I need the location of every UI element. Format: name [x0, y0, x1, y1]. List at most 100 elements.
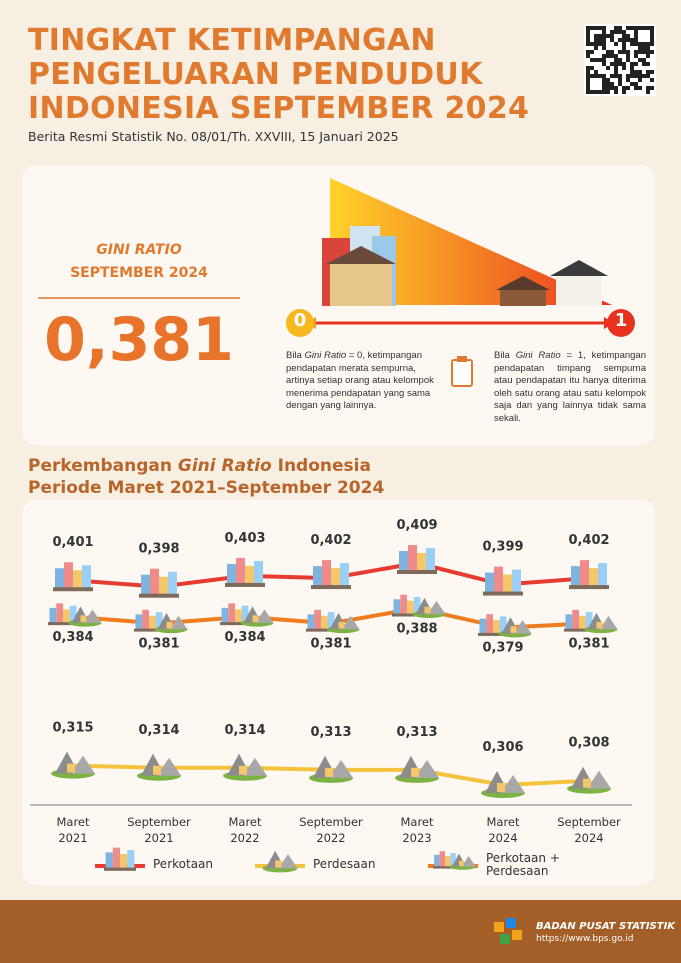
qr-cell: [642, 62, 646, 66]
house: [275, 860, 282, 868]
value-label: 0,402: [310, 533, 351, 548]
x-tick-label: Maret: [56, 815, 90, 829]
building: [150, 568, 159, 595]
qr-cell: [626, 74, 630, 78]
building: [63, 609, 70, 623]
building: [313, 566, 322, 587]
building: [579, 615, 586, 630]
x-tick-label: 2021: [144, 831, 173, 845]
building: [417, 553, 426, 571]
qr-cell: [638, 78, 642, 82]
building: [245, 565, 254, 584]
ground: [397, 570, 437, 574]
ground: [306, 628, 336, 632]
qr-cell: [626, 26, 630, 30]
point-icon: [48, 603, 102, 627]
qr-cell: [594, 26, 598, 30]
mountain: [341, 615, 360, 630]
qr-cell: [598, 34, 602, 38]
qr-cell: [614, 30, 618, 34]
qr-cell: [626, 54, 630, 58]
value-label: 0,384: [52, 630, 93, 645]
city: [134, 609, 164, 632]
house: [497, 783, 505, 792]
qr-cell: [610, 54, 614, 58]
building: [235, 609, 242, 623]
building: [254, 560, 263, 584]
qr-cell: [618, 74, 622, 78]
qr-cell: [634, 34, 638, 38]
qr-cell: [630, 66, 634, 70]
building: [55, 568, 64, 589]
scale-max-circle: [607, 309, 635, 337]
mountain: [243, 757, 267, 776]
building: [322, 560, 331, 587]
qr-cell: [598, 74, 602, 78]
qr-cell: [638, 86, 642, 90]
x-tick-label: 2024: [574, 831, 603, 845]
building: [434, 854, 440, 867]
gini-value: 0,381: [44, 305, 234, 375]
building: [512, 569, 521, 593]
bps-logo: [494, 918, 522, 944]
house: [325, 767, 333, 777]
building: [413, 597, 421, 615]
x-tick-label: September: [127, 815, 191, 829]
scale-max: 1: [614, 310, 628, 331]
building: [580, 560, 589, 587]
x-tick-label: 2023: [402, 831, 431, 845]
house: [424, 606, 431, 614]
qr-cell: [650, 26, 654, 30]
qr-cell: [622, 34, 626, 38]
qr-cell: [650, 50, 654, 54]
house: [239, 765, 247, 775]
qr-cell: [614, 74, 618, 78]
building: [571, 566, 580, 587]
value-label: 0,402: [568, 533, 609, 548]
building: [340, 563, 349, 587]
qr-cell: [614, 86, 618, 90]
qr-cell: [602, 54, 606, 58]
value-label: 0,379: [482, 641, 523, 656]
qr-cell: [586, 82, 590, 86]
value-label: 0,306: [482, 740, 523, 755]
qr-cell: [602, 82, 606, 86]
x-tick-label: 2021: [58, 831, 87, 845]
qr-cell: [594, 38, 598, 42]
scale-min-circle: [286, 309, 314, 337]
qr-cell: [610, 30, 614, 34]
qr-cell: [594, 42, 598, 46]
qr-cell: [602, 26, 606, 30]
ground: [134, 628, 164, 632]
qr-cell: [646, 70, 650, 74]
building: [565, 614, 573, 630]
qr-cell: [594, 34, 598, 38]
note-text: = 1, ketimpangan pendapatan timpang semp…: [494, 350, 646, 424]
subtitle: Berita Resmi Statistik No. 08/01/Th. XXV…: [28, 129, 399, 144]
qr-cell: [634, 26, 638, 30]
qr-cell: [590, 50, 594, 54]
building: [56, 603, 63, 623]
x-tick-label: September: [557, 815, 621, 829]
qr-cell: [586, 54, 590, 58]
note-italic: Gini Ratio: [515, 350, 561, 361]
ground: [392, 613, 422, 617]
qr-cell: [590, 74, 594, 78]
point-icon: [397, 545, 437, 574]
building: [321, 615, 328, 630]
building: [168, 571, 177, 595]
village: [584, 612, 618, 634]
value-label: 0,308: [568, 736, 609, 751]
inequality-triangle: [330, 178, 612, 305]
qr-cell: [646, 54, 650, 58]
qr-cell: [638, 42, 642, 46]
point-icon: [478, 614, 532, 638]
qr-cell: [586, 86, 590, 90]
chart-title-text: Perkembangan: [28, 456, 178, 476]
value-label: 0,314: [138, 723, 179, 738]
note-text: = 0, ketimpangan pendapatan merata sempu…: [286, 350, 434, 411]
qr-cell: [634, 30, 638, 34]
qr-cell: [634, 74, 638, 78]
qr-cell: [598, 90, 602, 94]
